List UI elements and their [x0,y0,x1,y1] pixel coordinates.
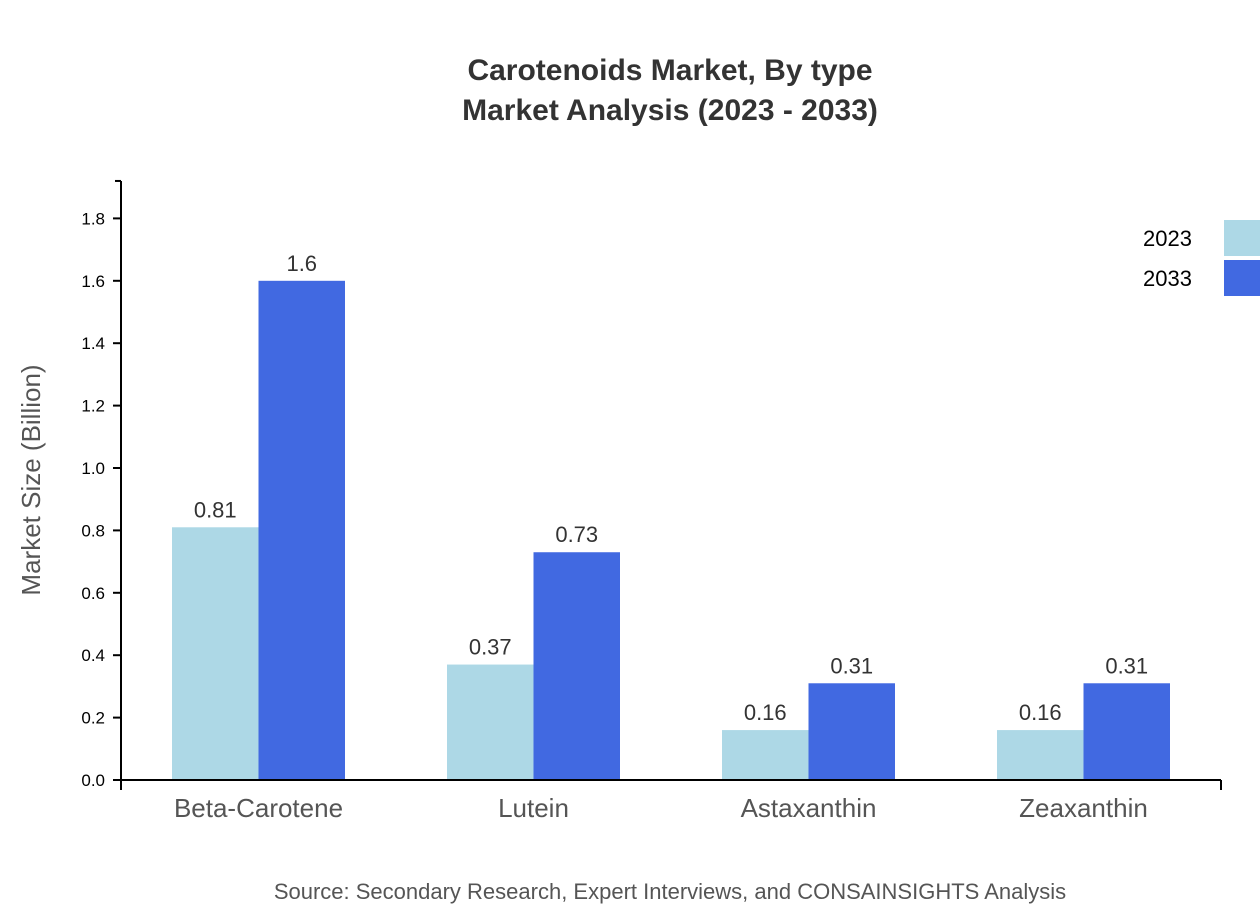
y-tick-label: 1.8 [81,209,105,228]
y-tick-label: 0.4 [81,646,105,665]
y-tick-label: 0.8 [81,521,105,540]
y-tick-label: 1.0 [81,459,105,478]
legend-label-2033: 2033 [1143,266,1192,291]
bar-2023-lutein [447,664,534,780]
legend: 2023 2033 [1143,220,1260,296]
data-label: 0.16 [744,700,787,725]
x-tick-label: Beta-Carotene [174,793,343,823]
data-label: 0.31 [1105,653,1148,678]
data-label: 0.81 [194,497,237,522]
chart-title-line-2: Market Analysis (2023 - 2033) [462,94,878,127]
y-tick-label: 1.6 [81,272,105,291]
bar-2033-astaxanthin [808,683,895,780]
bar-2023-zeaxanthin [997,730,1084,780]
x-tick-label: Astaxanthin [741,793,877,823]
y-tick-label: 1.2 [81,397,105,416]
y-tick-label: 1.4 [81,334,105,353]
y-tick-label: 0.6 [81,584,105,603]
axes: Beta-Carotene Lutein Astaxanthin Zeaxanthin… [81,179,1222,823]
bar-2023-astaxanthin [722,730,809,780]
x-tick-label: Zeaxanthin [1019,793,1148,823]
data-label: 0.31 [830,653,873,678]
bars: 0.81 1.6 0.37 0.73 0.16 0.31 0.16 0.31 [172,251,1170,780]
legend-swatch-2023 [1224,220,1260,256]
bar-2033-zeaxanthin [1083,683,1170,780]
legend-swatch-2033 [1224,260,1260,296]
x-tick-label: Lutein [498,793,569,823]
source-note: Source: Secondary Research, Expert Inter… [274,879,1066,904]
y-tick-label: 0.2 [81,709,105,728]
y-tick-label: 0.0 [81,771,105,790]
bar-2033-lutein [533,552,620,780]
data-label: 1.6 [286,251,317,276]
bar-2033-beta-carotene [258,280,345,780]
data-label: 0.37 [469,635,512,660]
chart-title-line-1: Carotenoids Market, By type [467,54,872,87]
y-axis-label: Market Size (Billion) [16,364,46,595]
data-label: 0.16 [1019,700,1062,725]
bar-2023-beta-carotene [172,527,259,780]
data-label: 0.73 [555,522,598,547]
legend-label-2023: 2023 [1143,226,1192,251]
